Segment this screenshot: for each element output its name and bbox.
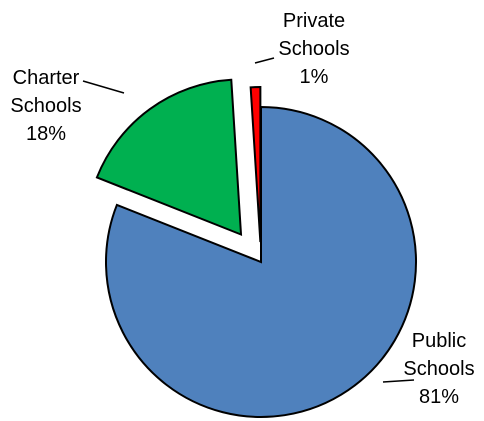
- leader-lines-layer: [82, 57, 415, 383]
- pie-slice-private: [249, 86, 262, 243]
- slice-label-charter-line-3: 18%: [26, 123, 66, 145]
- slice-label-charter-line-2: Schools: [10, 95, 81, 117]
- slice-label-private-line-2: Schools: [278, 38, 349, 60]
- leader-line-private: [254, 57, 275, 64]
- slice-label-private-line-3: 1%: [300, 66, 329, 88]
- pie-slice-charter: [95, 78, 243, 237]
- slice-label-public-line-1: Public: [412, 330, 466, 352]
- pie-slice-public: [105, 105, 417, 418]
- slice-label-private-line-1: Private: [283, 10, 345, 32]
- slice-label-public-line-2: Schools: [403, 358, 474, 380]
- slices-layer: [95, 78, 417, 418]
- labels-layer: Public Schools 81% Charter Schools 18% Private…: [10, 10, 474, 408]
- leader-line-public: [382, 379, 415, 383]
- slice-label-charter-line-1: Charter: [13, 67, 80, 89]
- leader-line-charter: [82, 80, 125, 94]
- slice-label-public-line-3: 81%: [419, 386, 459, 408]
